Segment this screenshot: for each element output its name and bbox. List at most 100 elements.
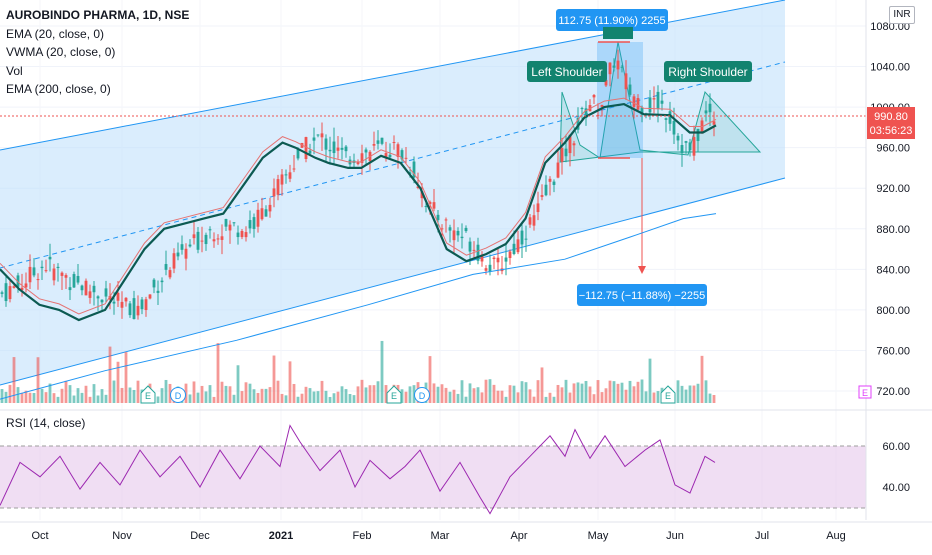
candle-body <box>32 267 36 276</box>
volume-bar <box>524 382 528 403</box>
candle-body <box>684 141 688 143</box>
candle-body <box>244 232 248 238</box>
volume-bar <box>52 393 56 403</box>
candle-body <box>28 266 32 283</box>
candle-body <box>304 137 308 160</box>
rsi-legend[interactable]: RSI (14, close) <box>6 416 86 430</box>
candle-body <box>572 143 576 146</box>
candle-body <box>436 214 440 221</box>
channel-bottom-line[interactable] <box>0 177 786 386</box>
volume-bar <box>476 387 480 403</box>
candle-body <box>560 148 564 162</box>
volume-bar <box>540 367 544 403</box>
candle-body <box>44 270 48 272</box>
volume-bar <box>608 380 612 403</box>
candle-body <box>528 217 532 225</box>
volume-bar <box>708 393 712 403</box>
top-measure-label[interactable]: 112.75 (11.90%) 2255 <box>556 9 668 31</box>
candle-body <box>480 254 484 262</box>
ema20-line[interactable] <box>0 102 717 322</box>
event-marker-letter: E <box>665 391 671 401</box>
price-tick-label: 760.00 <box>876 345 910 357</box>
candle-body <box>620 66 624 68</box>
legend-ema20[interactable]: EMA (20, close, 0) <box>6 26 105 41</box>
volume-bar <box>700 355 704 403</box>
time-tick-label: Feb <box>353 530 372 542</box>
candle-body <box>220 236 224 240</box>
candle-body <box>412 161 416 178</box>
price-tick-label: 720.00 <box>876 386 910 398</box>
rsi-line[interactable] <box>0 424 716 515</box>
candle-body <box>468 241 472 252</box>
ema200-line[interactable] <box>0 213 717 400</box>
earnings-marker[interactable] <box>386 385 402 404</box>
dividend-marker[interactable] <box>170 387 186 403</box>
volume-bar <box>680 385 684 403</box>
candle-body <box>236 232 240 238</box>
volume-bar <box>568 392 572 403</box>
parallel-channel[interactable] <box>0 0 785 385</box>
candle-body <box>660 100 664 104</box>
earnings-marker[interactable] <box>660 385 676 404</box>
candle-body <box>548 178 552 182</box>
dividend-marker[interactable] <box>414 387 430 403</box>
price-tick-label: 960.00 <box>876 143 910 155</box>
price-range-box[interactable] <box>597 42 643 158</box>
time-tick-label: May <box>588 530 609 542</box>
candle-body <box>240 230 244 238</box>
volume-bar <box>372 385 376 403</box>
left-shoulder-label[interactable]: Left Shoulder <box>527 61 607 82</box>
candle-body <box>656 91 660 109</box>
volume-bar <box>528 389 532 403</box>
volume-bar <box>104 394 108 403</box>
candle-body <box>48 256 52 260</box>
volume-bar <box>464 396 468 403</box>
candle-body <box>72 274 76 288</box>
head-label[interactable] <box>603 27 633 39</box>
earnings-marker[interactable] <box>140 385 156 404</box>
legend-vwma[interactable]: VWMA (20, close, 0) <box>6 45 116 59</box>
right-shoulder-label[interactable]: Right Shoulder <box>664 61 752 82</box>
currency-badge[interactable]: INR <box>889 6 915 24</box>
candle-body <box>52 268 56 281</box>
candle-body <box>196 231 200 250</box>
volume-bar <box>0 389 4 403</box>
candle-body <box>376 140 380 144</box>
candle-body <box>180 244 184 250</box>
head-shoulders-pattern[interactable] <box>559 41 762 163</box>
last-price-text: 990.80 <box>874 111 908 123</box>
candle-body <box>340 147 344 150</box>
candle-body <box>552 181 556 185</box>
candle-body <box>56 266 60 269</box>
time-tick-label: Jul <box>755 530 769 542</box>
volume-bar <box>628 380 632 403</box>
countdown-text: 03:56:23 <box>870 125 913 137</box>
candle-body <box>324 138 328 150</box>
price-tick-label: 920.00 <box>876 183 910 195</box>
symbol-title[interactable]: AUROBINDO PHARMA, 1D, NSE <box>6 8 190 22</box>
rsi-tick-label: 60.00 <box>882 441 910 453</box>
candle-body <box>648 97 652 113</box>
legend-ema200[interactable]: EMA (200, close, 0) <box>6 82 111 96</box>
volume-bar <box>248 383 252 403</box>
volume-bar <box>456 393 460 403</box>
candle-body <box>508 251 512 259</box>
volume-bar <box>344 389 348 403</box>
volume-bar <box>272 355 276 403</box>
vwma-line[interactable] <box>0 97 717 315</box>
candle-body <box>512 243 516 255</box>
candle-body <box>704 110 708 114</box>
candles[interactable] <box>0 49 716 320</box>
bottom-measure-label[interactable]: −112.75 (−11.88%) −2255 <box>577 284 707 306</box>
candle-body <box>140 299 144 310</box>
time-axis[interactable]: Oct Nov Dec 2021 Feb Mar Apr May Jun Jul Aug <box>31 530 845 542</box>
rsi-axis[interactable]: 60.00 40.00 <box>882 441 910 494</box>
price-axis[interactable]: 1080.001040.001000.00960.00920.00880.008… <box>870 21 910 398</box>
volume-bar <box>468 383 472 403</box>
candle-body <box>128 303 132 316</box>
volume-bar <box>488 379 492 403</box>
legend-vol[interactable]: Vol <box>6 63 23 78</box>
